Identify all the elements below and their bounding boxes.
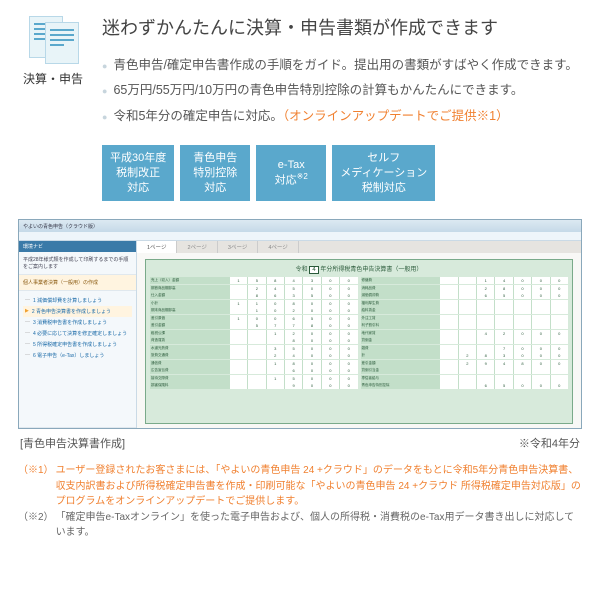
footnotes: （※1）ユーザー登録されたお客さまには、「やよいの青色申告 24 +クラウド」の…	[18, 463, 582, 541]
step-item[interactable]: ▶2 青色申告決算書を作成しましょう	[23, 306, 132, 317]
feature-badge: セルフメディケーション税制対応	[332, 145, 435, 202]
form-row: 減価償却費65000	[361, 292, 569, 299]
form-row: 差引原価1006500	[150, 315, 358, 322]
badge-row: 平成30年度税制改正対応青色申告特別控除対応e-Tax対応※2セルフメディケーシ…	[102, 145, 582, 202]
form-row: 荷造運賃8000	[150, 337, 358, 344]
side-panel: 環境ナビ 平成28年様式類を作成して印刷するまでの手順をご案内します 個人事業者…	[19, 241, 137, 428]
feature-item: 令和5年分の確定申告に対応。（オンラインアップデートでご提供※1）	[102, 106, 582, 127]
step-item[interactable]: —1 減価償却費を計算しましょう	[23, 295, 132, 306]
feature-item: 65万円/55万円/10万円の青色申告特別控除の計算もかんたんにできます。	[102, 80, 582, 101]
form-row: 貸倒引当金	[361, 367, 569, 374]
form-row: 福利厚生費	[361, 300, 569, 307]
section-label: 決算・申告	[18, 70, 88, 87]
form-row: 期末商品棚卸高102000	[150, 307, 358, 314]
app-window: やよいの青色申告（クラウド版） 環境ナビ 平成28年様式類を作成して印刷するまで…	[18, 219, 582, 429]
caption-right: ※令和4年分	[519, 435, 580, 451]
form-row: 売上（収入）金額1584300	[150, 277, 358, 284]
form-row: 利子割引料	[361, 322, 569, 329]
form-row: 修繕費14000	[361, 277, 569, 284]
documents-icon	[23, 16, 83, 64]
form-row: 消耗品費28000	[361, 285, 569, 292]
window-titlebar: やよいの青色申告（クラウド版）	[19, 220, 581, 232]
form-row: 接待交際費15000	[150, 375, 358, 382]
form-row: 差引金額294800	[361, 360, 569, 367]
form-row: 期首商品棚卸高245000	[150, 285, 358, 292]
page-tab[interactable]: 1ページ	[137, 241, 177, 253]
feature-badge: e-Tax対応※2	[256, 145, 326, 202]
step-item[interactable]: —3 消費税申告書を作成しましょう	[23, 317, 132, 328]
form-row: 計283000	[361, 352, 569, 359]
page-tab[interactable]: 4ページ	[258, 241, 298, 253]
app-screenshot: やよいの青色申告（クラウド版） 環境ナビ 平成28年様式類を作成して印刷するまで…	[18, 219, 582, 429]
feature-item: 青色申告/確定申告書作成の手順をガイド。提出用の書類がすばやく作成できます。	[102, 55, 582, 76]
menubar	[19, 232, 581, 241]
form-row: 貸倒金	[361, 337, 569, 344]
side-panel-header: 環境ナビ	[19, 241, 136, 252]
page-tab[interactable]: 3ページ	[218, 241, 258, 253]
form-row: 専従者給与	[361, 375, 569, 382]
form-row: 旅費交通費24000	[150, 352, 358, 359]
form-row: 地代家賃42000	[361, 330, 569, 337]
side-intro: 平成28年様式類を作成して印刷するまでの手順をご案内します	[19, 252, 136, 275]
form-row: 広告宣伝費6000	[150, 367, 358, 374]
form-row: 損害保険料9000	[150, 382, 358, 389]
footnote: （※2）「確定申告e-Taxオンライン」を使った電子申告および、個人の所得税・消…	[18, 510, 582, 541]
caption-left: [青色申告決算書作成]	[20, 435, 125, 451]
form-row: 水道光熱費35000	[150, 345, 358, 352]
feature-badge: 平成30年度税制改正対応	[102, 145, 174, 202]
steps-list: —1 減価償却費を計算しましょう▶2 青色申告決算書を作成しましょう—3 消費税…	[19, 291, 136, 428]
screenshot-captions: [青色申告決算書作成] ※令和4年分	[20, 435, 580, 451]
headline: 迷わずかんたんに決算・申告書類が作成できます	[102, 16, 582, 41]
step-item[interactable]: —5 所得税確定申告書を作成しましょう	[23, 339, 132, 350]
form-row: 雑費7000	[361, 345, 569, 352]
footnote: （※1）ユーザー登録されたお客さまには、「やよいの青色申告 24 +クラウド」の…	[18, 463, 582, 510]
form-row: 小計1108000	[150, 300, 358, 307]
tax-form: 令和 4 年分所得税青色申告決算書（一般用） 売上（収入）金額1584300期首…	[145, 259, 573, 424]
form-row: 給料賃金	[361, 307, 569, 314]
form-row: 仕入金額863500	[150, 292, 358, 299]
page-tab[interactable]: 2ページ	[177, 241, 217, 253]
form-row: 通信費18000	[150, 360, 358, 367]
form-title: 令和 4 年分所得税青色申告決算書（一般用）	[150, 264, 568, 274]
form-row: 外注工賃	[361, 315, 569, 322]
form-row: 租税公課12000	[150, 330, 358, 337]
feature-badge: 青色申告特別控除対応	[180, 145, 250, 202]
page-tabs: 1ページ2ページ3ページ4ページ	[137, 241, 581, 253]
section-icon-block: 決算・申告	[18, 16, 88, 87]
form-row: 差引金額577800	[150, 322, 358, 329]
step-item[interactable]: —6 電子申告（e-Tax）しましょう	[23, 350, 132, 361]
step-item[interactable]: —4 必要に応じて決算を修正確定しましょう	[23, 328, 132, 339]
feature-list: 青色申告/確定申告書作成の手順をガイド。提出用の書類がすばやく作成できます。 65…	[102, 55, 582, 127]
side-banner: 個人事業者決算（一般用）の作成	[19, 275, 136, 291]
form-row: 青色申告特別控除65000	[361, 382, 569, 389]
